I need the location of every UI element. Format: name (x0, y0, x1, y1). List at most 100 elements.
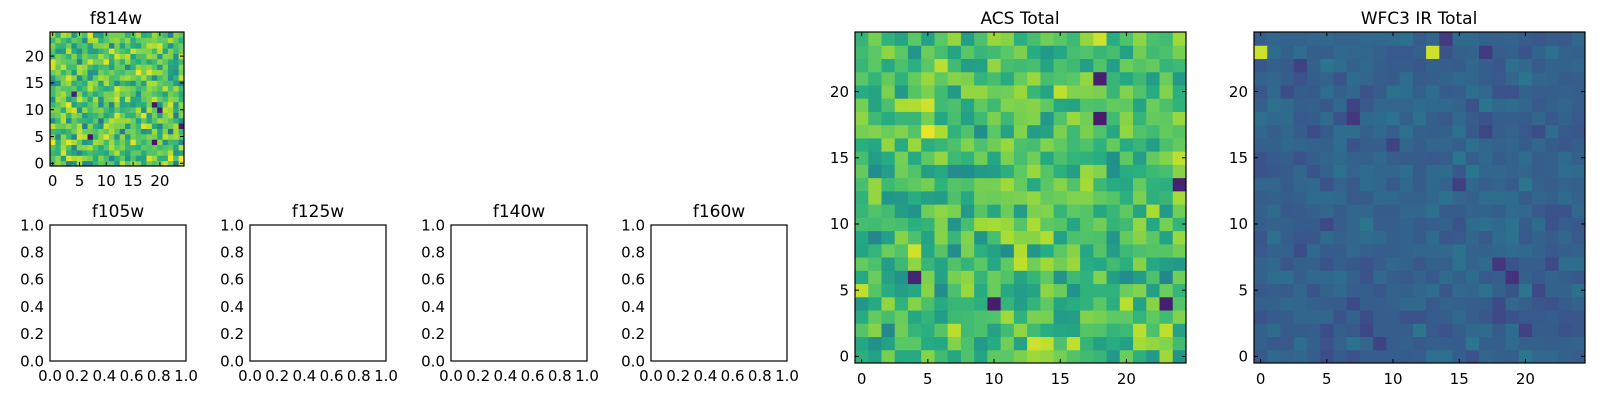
heatmap-cell (1452, 32, 1467, 46)
heatmap-cell (960, 243, 975, 258)
heatmap-cell (1571, 283, 1586, 298)
heatmap-cell (1254, 190, 1268, 205)
heatmap-cell (1000, 217, 1015, 232)
heatmap-cell (1479, 111, 1493, 126)
heatmap-cell (934, 257, 949, 271)
heatmap-cell (71, 48, 78, 54)
heatmap-cell (1492, 124, 1507, 139)
heatmap-cell (1518, 296, 1533, 311)
heatmap-cell (50, 123, 56, 129)
x-tick-label: 0.2 (65, 367, 89, 385)
heatmap-cell (1000, 230, 1015, 245)
heatmap-cell (907, 190, 922, 205)
heatmap-cell (82, 128, 89, 135)
heatmap-cell (1013, 257, 1028, 271)
heatmap-cell (855, 190, 869, 205)
heatmap-cell (1333, 323, 1348, 338)
heatmap-cell (1346, 230, 1361, 245)
y-tick-label: 1.0 (20, 216, 44, 234)
heatmap-cell (98, 107, 105, 113)
heatmap-cell (1333, 124, 1348, 139)
heatmap-cell (162, 160, 169, 167)
heatmap-cell (151, 107, 158, 113)
heatmap-cell (125, 74, 131, 81)
heatmap-cell (125, 149, 131, 156)
x-tick-label: 0.4 (693, 367, 717, 385)
heatmap-cell (1571, 177, 1586, 192)
heatmap-cell (119, 85, 126, 92)
heatmap-cell (1333, 270, 1348, 285)
heatmap-cell (178, 32, 185, 38)
heatmap-cell (162, 117, 169, 124)
y-tick-label: 20 (1229, 83, 1248, 101)
heatmap-cell (921, 217, 935, 232)
heatmap-cell (135, 53, 142, 60)
heatmap-cell (855, 323, 869, 338)
heatmap-cell (114, 133, 121, 140)
heatmap-cell (87, 139, 94, 146)
heatmap-cell (1267, 164, 1281, 179)
heatmap-cell (157, 37, 164, 44)
heatmap-cell (947, 217, 962, 232)
heatmap-cell (947, 204, 962, 218)
heatmap-cell (1106, 257, 1121, 271)
heatmap-cell (1267, 84, 1281, 99)
heatmap-cell (1532, 310, 1546, 324)
heatmap-cell (1267, 177, 1281, 192)
heatmap-cell (1492, 98, 1507, 112)
heatmap-cell (173, 123, 180, 129)
heatmap-cell (1505, 58, 1520, 73)
heatmap-cell (1293, 190, 1308, 205)
heatmap-cell (76, 80, 83, 87)
heatmap-cell (82, 101, 89, 108)
heatmap-cell (71, 112, 78, 119)
heatmap-cell (1386, 164, 1401, 179)
heatmap-cell (1571, 190, 1586, 205)
heatmap-cell (1053, 310, 1068, 324)
heatmap-cell (1452, 84, 1467, 99)
heatmap-cell (1053, 98, 1068, 112)
heatmap-cell (987, 137, 1002, 152)
x-tick-label: 0.4 (493, 367, 517, 385)
heatmap-cell (1386, 323, 1401, 338)
heatmap-cell (947, 98, 962, 112)
heatmap-cell (1106, 164, 1121, 179)
heatmap-cell (1452, 177, 1467, 192)
heatmap-cell (921, 124, 935, 139)
heatmap-cell (1053, 137, 1068, 152)
heatmap-cell (1093, 71, 1108, 86)
heatmap-cell (146, 48, 153, 54)
heatmap-cell (178, 101, 185, 108)
heatmap-cell (1013, 349, 1028, 364)
heatmap-cell (1066, 230, 1081, 245)
heatmap-cell (960, 164, 975, 179)
heatmap-cell (1080, 217, 1094, 232)
heatmap-cell (1359, 296, 1374, 311)
heatmap-cell (987, 349, 1002, 364)
heatmap-cell (151, 101, 158, 108)
heatmap-cell (1505, 243, 1520, 258)
heatmap-cell (1505, 32, 1520, 46)
heatmap-cell (119, 144, 126, 151)
heatmap-cell (1040, 336, 1055, 351)
heatmap-cell (907, 349, 922, 364)
heatmap-cell (1106, 58, 1121, 73)
heatmap-cell (1320, 230, 1334, 245)
heatmap-cell (141, 58, 147, 65)
heatmap-cell (98, 101, 105, 108)
heatmap-cell (1479, 98, 1493, 112)
heatmap-cell (1386, 58, 1401, 73)
heatmap-cell (1333, 296, 1348, 311)
heatmap-cell (1532, 32, 1546, 46)
heatmap-cell (178, 64, 185, 71)
heatmap-cell (108, 133, 115, 140)
heatmap-cell (894, 58, 909, 73)
heatmap-cell (92, 117, 99, 124)
x-tick-label: 5 (75, 172, 85, 190)
y-tick-label: 0.8 (621, 243, 645, 261)
heatmap-cell (167, 96, 174, 103)
heatmap-cell (1333, 84, 1348, 99)
heatmap-cell (82, 53, 89, 60)
x-tick-label: 0.2 (466, 367, 490, 385)
